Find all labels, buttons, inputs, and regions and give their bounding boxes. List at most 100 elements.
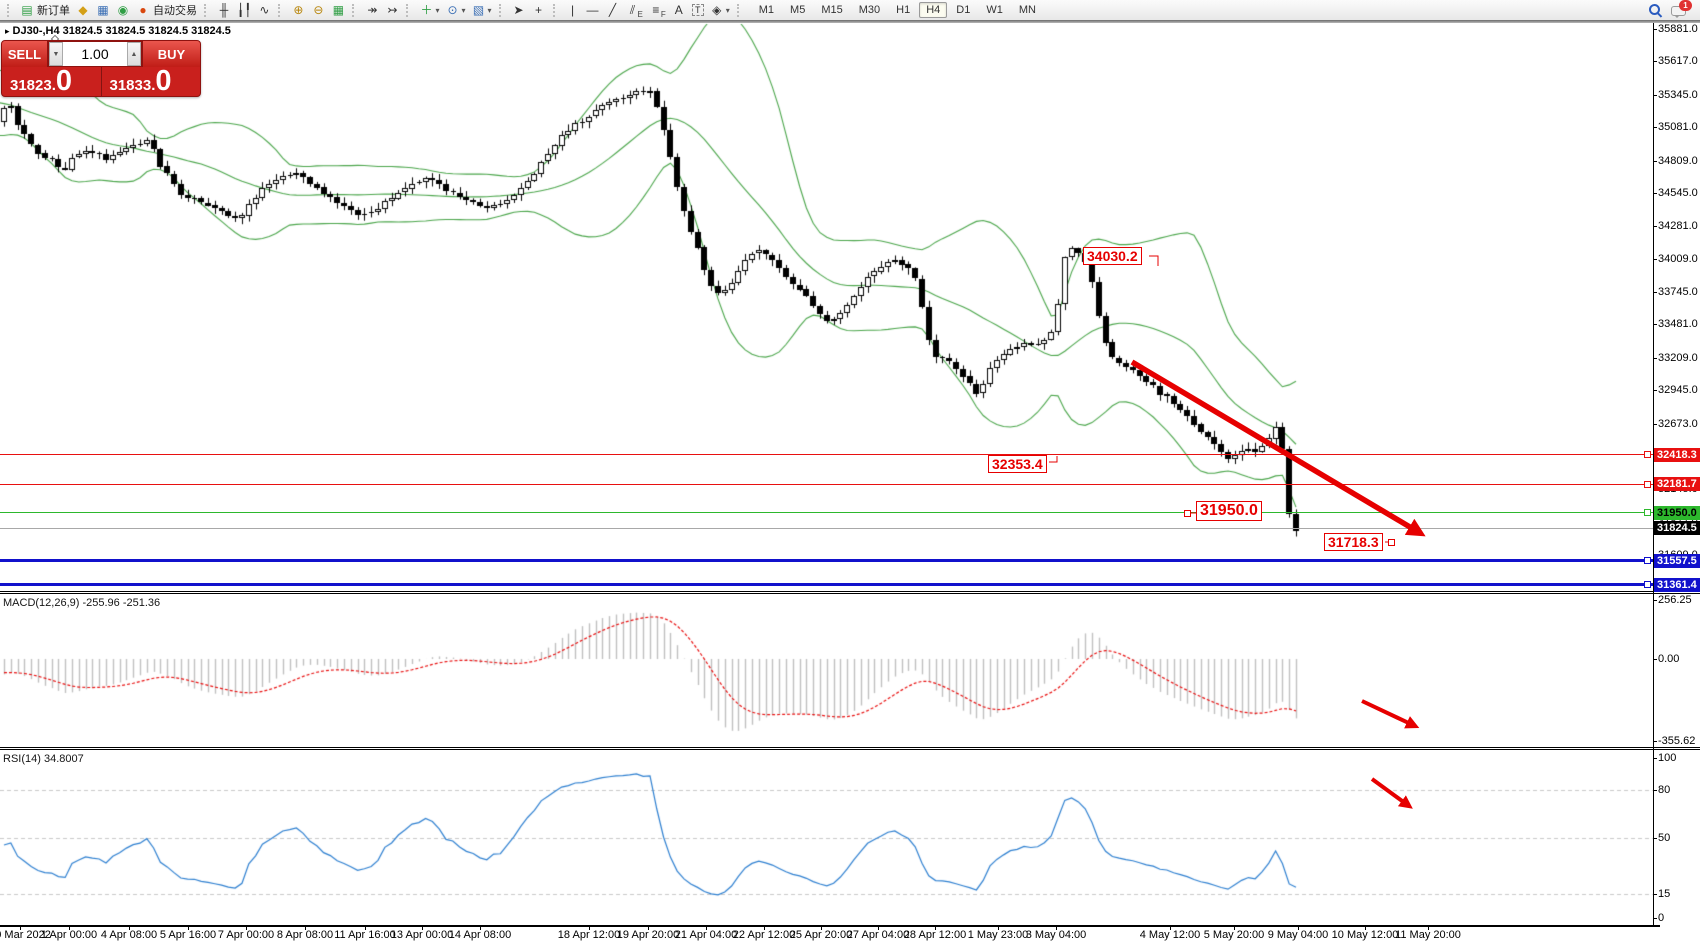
market-watch-icon-glyph: ▦ (97, 3, 109, 17)
level-line-31824.5[interactable] (0, 528, 1653, 529)
chat-icon[interactable]: 1 (1671, 0, 1692, 19)
autotrade-button-label: 自动交易 (153, 5, 197, 17)
level-line-32418.3[interactable] (0, 454, 1653, 455)
equidistant-channel-icon[interactable]: ⫽ E (623, 1, 646, 19)
equidistant-channel-icon-sub: E (637, 10, 643, 19)
indicators-icon-glyph: ＋ (420, 3, 433, 17)
timeframe-mn[interactable]: MN (1018, 4, 1036, 16)
fibonacci-icon[interactable]: ≡ F (646, 1, 669, 19)
arrows-tool-icon[interactable]: ◈ ▾ (707, 1, 733, 19)
annotation-anchor-square (1388, 539, 1395, 546)
bid-price[interactable]: 31823. 0 (2, 67, 102, 96)
annotation-31950.0[interactable]: 31950.0 (1196, 501, 1262, 521)
profiles-icon-glyph: ◆ (78, 3, 88, 17)
crosshair-icon[interactable]: + (529, 1, 549, 19)
ask-price-small: 31833. (109, 77, 156, 94)
timeframe-m1[interactable]: M1 (758, 4, 775, 16)
zoom-out-icon[interactable]: ⊖ (308, 1, 328, 19)
sell-button[interactable]: SELL (2, 41, 48, 67)
templates-icon[interactable]: ▧ ▾ (468, 1, 494, 19)
rsi-axis-tick (1653, 838, 1657, 839)
time-axis-label: 19 Apr 20:00 (616, 929, 680, 941)
timeframe-m5[interactable]: M5 (790, 4, 806, 16)
time-axis-tick (1056, 925, 1057, 930)
text-label-icon[interactable]: T (689, 1, 707, 19)
price-axis-tick (1653, 127, 1657, 128)
line-chart-icon[interactable]: ∿ (254, 1, 274, 19)
indicators-icon[interactable]: ＋ ▾ (416, 1, 442, 19)
dropdown-caret-icon[interactable]: ▾ (725, 5, 730, 15)
level-line-31557.5[interactable] (0, 559, 1653, 562)
buy-button[interactable]: BUY (142, 41, 200, 67)
macd-pane-separator-bottom[interactable] (0, 593, 1700, 594)
dropdown-caret-icon[interactable]: ▾ (461, 5, 466, 15)
toolbar-grip (552, 3, 559, 17)
time-axis-tick (20, 925, 21, 930)
trendline-icon[interactable]: ╱ (603, 1, 623, 19)
market-watch-icon[interactable]: ▦ (93, 1, 113, 19)
profiles-icon[interactable]: ◆ (73, 1, 93, 19)
annotation-32353.4[interactable]: 32353.4 (988, 455, 1047, 473)
time-axis-tick (69, 925, 70, 930)
price-axis-tick (1653, 358, 1657, 359)
text-icon[interactable]: A (669, 1, 689, 19)
bar-chart-icon[interactable]: ╫ (214, 1, 234, 19)
annotation-31718.3[interactable]: 31718.3 (1324, 533, 1383, 551)
price-axis-tick (1653, 29, 1657, 30)
main-toolbar: ▤ 新订单 ◆ ▦ ◉ ● 自动交易 ╫ ╽╿ ∿ ⊕ ⊖ ▦ ↠ ↣ ＋ ▾ ⊙ ▾ ▧ ▾ ➤ + | — ╱ ⫽ E ≡ F A T ◈ ▾… (0, 0, 1700, 20)
auto-scroll-icon[interactable]: ↠ (362, 1, 382, 19)
symbol-marker-icon: ▸ (5, 26, 10, 36)
toolbar-grip (7, 3, 13, 17)
time-axis-label: 4 Apr 08:00 (100, 929, 158, 941)
rsi-pane-separator-bottom[interactable] (0, 749, 1700, 750)
timeframe-m30[interactable]: M30 (858, 4, 881, 16)
new-order-button[interactable]: ▤ 新订单 (17, 1, 73, 19)
price-axis-tick (1653, 193, 1657, 194)
time-axis-tick (1170, 925, 1171, 930)
volume-value[interactable]: 1.00 (81, 46, 109, 62)
level-line-31950[interactable] (0, 512, 1653, 513)
periods-icon[interactable]: ⊙ ▾ (442, 1, 468, 19)
annotation-34030.2[interactable]: 34030.2 (1083, 247, 1142, 265)
timeframe-h1[interactable]: H1 (896, 4, 911, 16)
rsi-axis-label: 15 (1658, 888, 1671, 900)
volume-decrease-button[interactable]: ▼ (49, 42, 63, 66)
arrows-tool-icon-glyph: ◈ (712, 3, 722, 17)
timeframe-d1[interactable]: D1 (956, 4, 971, 16)
horizontal-line-icon-glyph: — (586, 3, 599, 17)
timeframe-w1[interactable]: W1 (986, 4, 1003, 16)
zoom-out-icon-glyph: ⊖ (313, 3, 324, 17)
autotrade-button[interactable]: ● 自动交易 (133, 1, 200, 19)
chart-shift-icon[interactable]: ↣ (382, 1, 402, 19)
time-axis-tick (422, 925, 423, 930)
volume-stepper: ▼ 1.00 ▲ (48, 41, 142, 67)
tile-windows-icon[interactable]: ▦ (328, 1, 348, 19)
timeframe-m15[interactable]: M15 (821, 4, 843, 16)
ask-price[interactable]: 31833. 0 (102, 67, 201, 96)
candlestick-chart-icon[interactable]: ╽╿ (234, 1, 254, 19)
rsi-axis-label: 100 (1658, 752, 1677, 764)
tile-windows-icon-glyph: ▦ (332, 3, 345, 17)
dropdown-caret-icon[interactable]: ▾ (487, 5, 492, 15)
bid-price-big: 0 (55, 65, 73, 97)
timeframe-h4[interactable]: H4 (919, 2, 948, 18)
macd-axis-tick (1653, 659, 1657, 660)
cursor-icon[interactable]: ➤ (509, 1, 529, 19)
search-icon[interactable] (1647, 2, 1663, 18)
macd-pane-separator-top[interactable] (0, 591, 1700, 592)
level-line-32181.7[interactable] (0, 484, 1653, 485)
rsi-pane-separator-top[interactable] (0, 747, 1700, 748)
new-order-button-label: 新订单 (37, 5, 70, 17)
level-line-31361.4[interactable] (0, 583, 1653, 586)
zoom-in-icon[interactable]: ⊕ (288, 1, 308, 19)
navigator-icon[interactable]: ◉ (113, 1, 133, 19)
time-axis-label: 25 Apr 20:00 (789, 929, 853, 941)
dropdown-caret-icon[interactable]: ▾ (435, 5, 440, 15)
volume-increase-button[interactable]: ▲ (127, 42, 141, 66)
vertical-line-icon[interactable]: | (563, 1, 583, 19)
text-label-icon-glyph: T (691, 4, 704, 16)
time-axis-line (0, 925, 1660, 927)
time-axis-tick (1428, 925, 1429, 930)
horizontal-line-icon[interactable]: — (583, 1, 603, 19)
